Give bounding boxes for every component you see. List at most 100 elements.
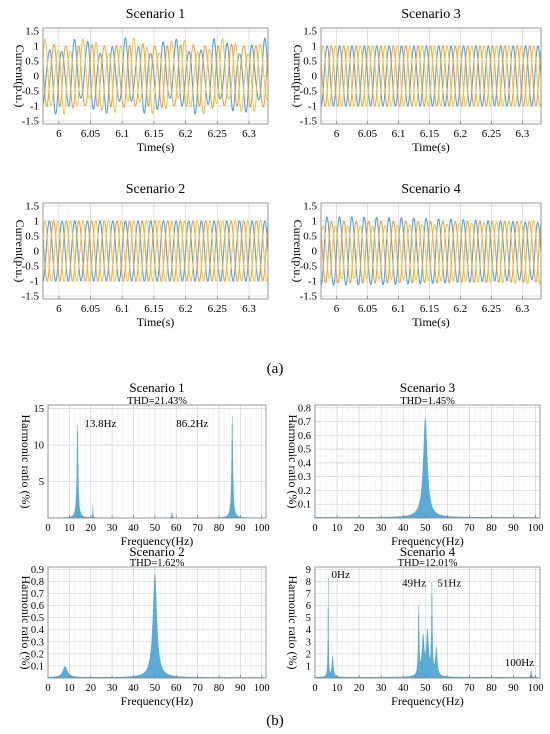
- x-tick-label: 10: [64, 683, 75, 694]
- x-tick-label: 20: [85, 683, 96, 694]
- x-tick-label: 6.2: [179, 303, 193, 315]
- y-tick-label: 1: [312, 216, 318, 228]
- phase-c-line: [321, 45, 541, 107]
- y-tick-label: -1.5: [22, 291, 40, 303]
- x-tick-label: 40: [128, 523, 139, 534]
- y-tick-label: -1: [308, 276, 317, 288]
- plot-frame: [320, 202, 542, 300]
- peak-annotation: 13.8Hz: [84, 418, 116, 430]
- y-tick-label: 0.3: [31, 637, 44, 648]
- y-tick-label: 9: [306, 565, 311, 576]
- y-tick-label: 5: [306, 613, 311, 624]
- y-tick-label: 0.2: [31, 649, 44, 660]
- y-tick-label: 4: [306, 625, 312, 636]
- y-tick-label: 0: [312, 246, 318, 258]
- chart-title: Scenario 4: [401, 182, 460, 197]
- y-tick-label: 0.6: [31, 601, 44, 612]
- chart-title: Scenario 4: [400, 544, 456, 559]
- x-tick-label: 6.25: [482, 128, 502, 140]
- x-tick-label: 6: [56, 303, 62, 315]
- x-tick-label: 60: [171, 523, 182, 534]
- chart-title: Scenario 2: [126, 182, 185, 197]
- plot-frame: [314, 566, 541, 679]
- y-tick-label: 0.5: [25, 231, 39, 243]
- phase-a-line: [43, 37, 268, 115]
- chart-title: Scenario 3: [401, 7, 460, 22]
- y-tick-label: 0.8: [298, 403, 311, 414]
- y-tick-label: 0.2: [298, 486, 311, 497]
- x-tick-label: 30: [376, 683, 387, 694]
- x-tick-label: 60: [442, 683, 453, 694]
- chart-title: Scenario 1: [129, 380, 184, 395]
- x-tick-label: 0: [312, 523, 317, 534]
- x-tick-label: 90: [235, 683, 246, 694]
- y-tick-label: -0.5: [22, 86, 40, 98]
- phase-c-line: [43, 220, 268, 282]
- x-tick-label: 6.25: [208, 303, 228, 315]
- x-tick-label: 6.15: [144, 303, 164, 315]
- chart-5: 13.8Hz 86.2Hz 0 10 20 30 40 50 60 70 80 90 100 5 10 15 F…: [19, 380, 270, 548]
- y-tick-label: 0.5: [303, 231, 317, 243]
- chart-4: 6 6.05 6.1 6.15 6.2 6.25 6.3 -1.5 -1 -0.5 0 0.5 1 1.5…: [291, 182, 542, 329]
- plot-frame: [42, 202, 269, 300]
- x-tick-label: 0: [45, 523, 50, 534]
- y-tick-label: -1.5: [300, 116, 318, 128]
- y-tick-label: 10: [34, 441, 45, 452]
- x-tick-label: 6.1: [392, 303, 406, 315]
- y-tick-label: 1.5: [25, 26, 39, 38]
- x-tick-label: 60: [171, 683, 182, 694]
- y-tick-label: 8: [306, 577, 311, 588]
- chart-1: 6 6.05 6.1 6.15 6.2 6.25 6.3 -1.5 -1 -0.5 0 0.5 1 1.5…: [13, 7, 269, 154]
- x-tick-label: 6.1: [115, 128, 129, 140]
- peak-annotation: 51Hz: [437, 577, 461, 589]
- x-axis-label: Frequency(Hz): [391, 534, 464, 548]
- y-tick-label: -1.5: [22, 116, 40, 128]
- panel-label-b: (b): [266, 713, 284, 729]
- phase-c-line: [43, 37, 268, 115]
- x-tick-label: 10: [332, 523, 343, 534]
- x-tick-label: 80: [486, 683, 497, 694]
- peak-annotation: 0Hz: [332, 569, 350, 581]
- y-tick-label: 0.3: [298, 472, 311, 483]
- y-tick-label: -1.5: [300, 291, 318, 303]
- series-layer: [321, 45, 541, 107]
- x-tick-label: 70: [464, 523, 475, 534]
- x-tick-label: 70: [464, 683, 475, 694]
- chart-subtitle: THD=12.01%: [398, 558, 458, 569]
- x-tick-label: 6.3: [516, 128, 530, 140]
- y-tick-label: 2: [306, 649, 311, 660]
- y-axis-label: Harmonic ratio (%): [286, 415, 300, 509]
- y-tick-label: 1: [312, 41, 318, 53]
- x-axis-label: Time(s): [412, 140, 450, 154]
- y-tick-label: 0.7: [298, 417, 311, 428]
- x-tick-label: 70: [192, 683, 203, 694]
- x-tick-label: 100: [254, 683, 270, 694]
- x-tick-label: 6.1: [115, 303, 129, 315]
- plot-frame: [320, 27, 542, 125]
- y-tick-label: 7: [306, 589, 311, 600]
- x-tick-label: 6.05: [81, 303, 101, 315]
- x-tick-label: 6.2: [454, 128, 468, 140]
- x-tick-label: 80: [486, 523, 497, 534]
- y-tick-label: 0.5: [31, 613, 44, 624]
- x-tick-label: 30: [376, 523, 387, 534]
- chart-subtitle: THD=1.62%: [130, 558, 185, 569]
- y-tick-label: -0.5: [300, 86, 318, 98]
- x-tick-label: 40: [398, 523, 409, 534]
- y-axis-label: Current(p.u.): [13, 220, 27, 283]
- x-tick-label: 30: [107, 523, 118, 534]
- series-layer: [43, 37, 268, 115]
- x-tick-label: 6.15: [420, 128, 440, 140]
- y-axis-label: Current(p.u.): [13, 45, 27, 108]
- chart-7: 0 10 20 30 40 50 60 70 80 90 100 0.10.20.30.40.50.6…: [19, 544, 270, 708]
- x-tick-label: 10: [64, 523, 75, 534]
- phase-a-line: [321, 45, 541, 107]
- y-tick-label: 0.5: [25, 56, 39, 68]
- x-tick-label: 80: [214, 523, 225, 534]
- x-tick-label: 6: [334, 128, 340, 140]
- chart-title: Scenario 2: [129, 544, 184, 559]
- chart-2: 6 6.05 6.1 6.15 6.2 6.25 6.3 -1.5 -1 -0.5 0 0.5 1 1.5…: [291, 7, 542, 154]
- chart-title: Scenario 3: [400, 380, 455, 395]
- phase-b-line: [321, 220, 541, 284]
- x-tick-label: 70: [192, 523, 203, 534]
